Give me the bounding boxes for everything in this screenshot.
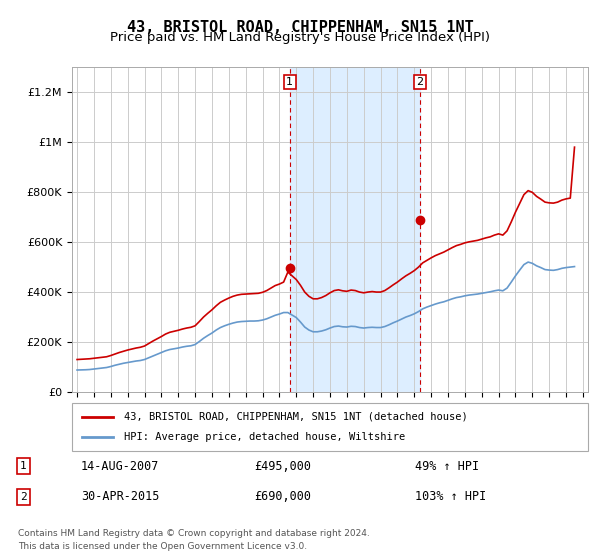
- Text: 2: 2: [20, 492, 27, 502]
- Text: 43, BRISTOL ROAD, CHIPPENHAM, SN15 1NT: 43, BRISTOL ROAD, CHIPPENHAM, SN15 1NT: [127, 20, 473, 35]
- Text: 43, BRISTOL ROAD, CHIPPENHAM, SN15 1NT (detached house): 43, BRISTOL ROAD, CHIPPENHAM, SN15 1NT (…: [124, 412, 467, 422]
- Text: Contains HM Land Registry data © Crown copyright and database right 2024.: Contains HM Land Registry data © Crown c…: [18, 529, 370, 538]
- Text: £690,000: £690,000: [254, 491, 311, 503]
- FancyBboxPatch shape: [72, 403, 588, 451]
- Text: 2: 2: [416, 77, 424, 87]
- Text: 1: 1: [20, 461, 27, 471]
- Text: 49% ↑ HPI: 49% ↑ HPI: [415, 460, 479, 473]
- Text: Price paid vs. HM Land Registry's House Price Index (HPI): Price paid vs. HM Land Registry's House …: [110, 31, 490, 44]
- Text: 14-AUG-2007: 14-AUG-2007: [81, 460, 160, 473]
- Text: 1: 1: [286, 77, 293, 87]
- Text: 103% ↑ HPI: 103% ↑ HPI: [415, 491, 487, 503]
- Text: 30-APR-2015: 30-APR-2015: [81, 491, 160, 503]
- Text: £495,000: £495,000: [254, 460, 311, 473]
- Text: HPI: Average price, detached house, Wiltshire: HPI: Average price, detached house, Wilt…: [124, 432, 405, 442]
- Text: This data is licensed under the Open Government Licence v3.0.: This data is licensed under the Open Gov…: [18, 542, 307, 550]
- Bar: [290, 67, 420, 392]
